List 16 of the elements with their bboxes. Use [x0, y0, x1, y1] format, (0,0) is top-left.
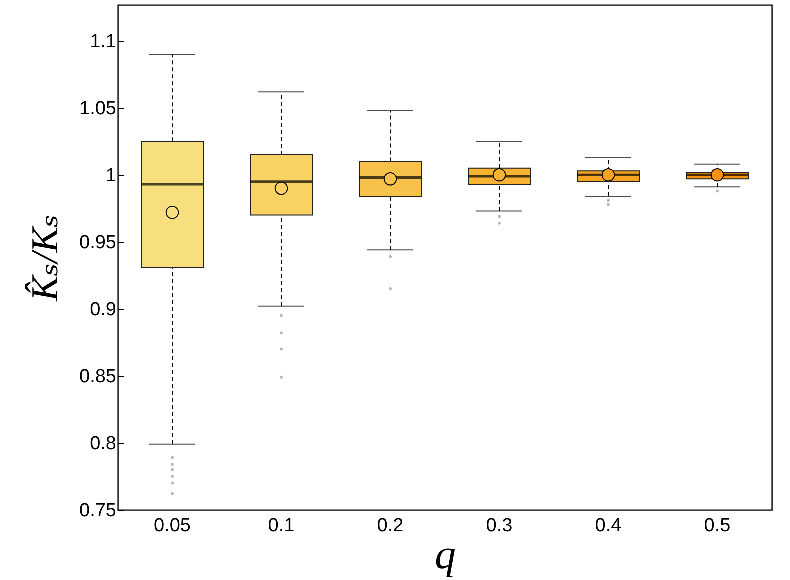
y-tick-label: 1.05	[80, 98, 116, 120]
x-tick-label: 0.05	[154, 516, 191, 536]
y-axis-title: K̂ₛ/Kₛ	[24, 214, 67, 302]
y-tick-label: 1	[106, 166, 116, 187]
y-tick-label: 0.75	[80, 500, 116, 522]
x-tick-label: 0.5	[704, 516, 731, 536]
x-tick-label: 0.2	[377, 516, 404, 536]
y-tick-label: 0.95	[80, 232, 116, 254]
y-tick-label: 1.1	[90, 32, 116, 53]
x-tick-label: 0.1	[268, 516, 295, 536]
y-tick-label: 0.9	[90, 300, 116, 321]
x-tick-label: 0.4	[595, 516, 622, 536]
y-tick-label: 0.8	[90, 434, 116, 455]
x-axis-title: q	[435, 532, 456, 578]
x-tick-label: 0.3	[486, 516, 513, 536]
y-tick-label: 0.85	[80, 366, 116, 388]
